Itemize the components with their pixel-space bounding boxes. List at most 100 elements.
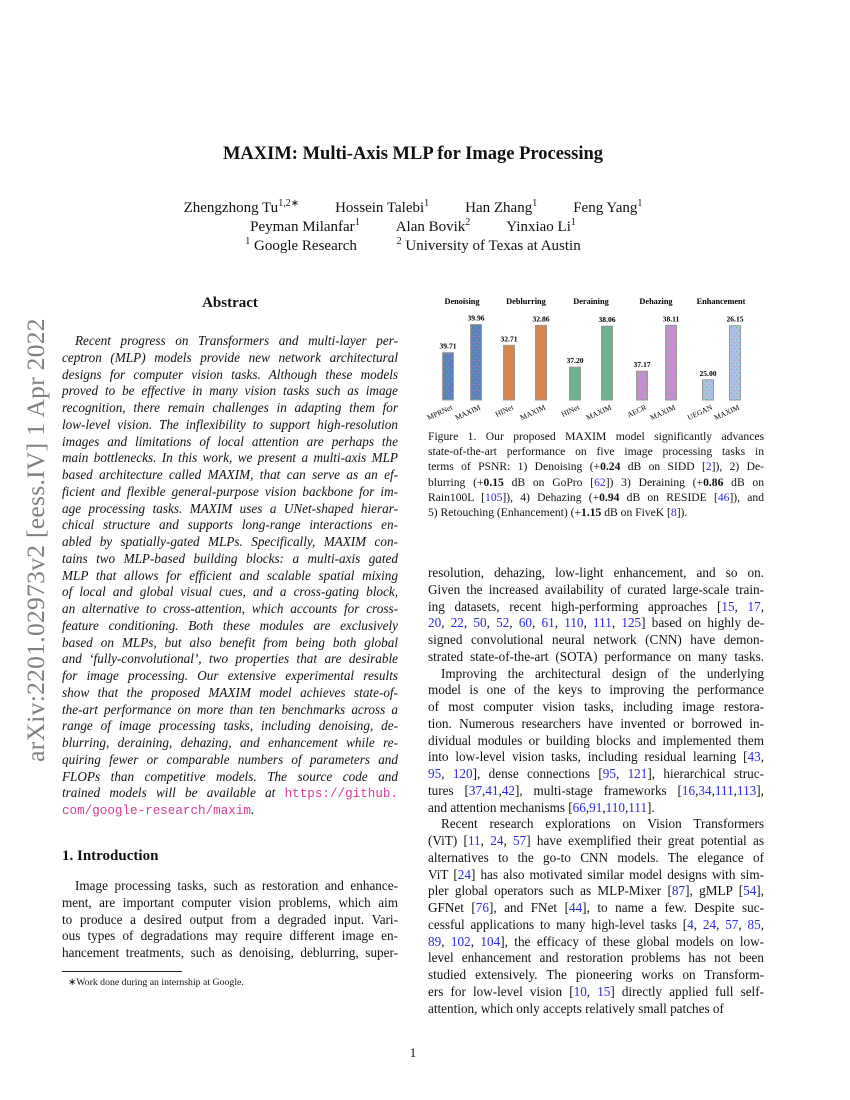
citation-link[interactable]: 91 <box>589 799 603 815</box>
bar-pattern <box>442 352 454 400</box>
citation-link[interactable]: 42 <box>501 782 516 798</box>
citation-link[interactable]: 62 <box>594 475 606 489</box>
author: Yinxiao Li1 <box>506 217 576 236</box>
panel-title: Denoising <box>444 297 480 306</box>
code-url-link[interactable]: com/google-research/maxim <box>62 804 251 818</box>
citation-link[interactable]: 17 <box>747 598 761 614</box>
body-line: studied extensively. The pioneering work… <box>428 967 764 982</box>
bar-value-label: 39.71 <box>439 342 456 351</box>
citation-link[interactable]: 120 <box>452 766 473 781</box>
abstract-line: com/google-research/maxim. <box>62 802 398 819</box>
citation-link[interactable]: 15 <box>721 598 735 614</box>
citation-link[interactable]: 111 <box>714 782 734 798</box>
citation-link[interactable]: 57 <box>513 833 527 848</box>
author-row: Zhengzhong Tu1,2∗ Hossein Talebi1 Han Zhan… <box>0 198 826 217</box>
author-affiliation-marker: 1 <box>570 217 576 228</box>
citation-link[interactable]: 66 <box>572 799 586 815</box>
citation-link[interactable]: 111 <box>628 799 648 815</box>
author: Peyman Milanfar1 <box>250 218 360 236</box>
affiliation-marker: 1 <box>245 236 251 247</box>
citation-link[interactable]: 10 <box>573 983 587 999</box>
author-affiliation-marker: 1 <box>424 198 430 209</box>
introduction-line: ous types of degradations may require di… <box>62 928 398 944</box>
bar-pattern <box>636 371 648 400</box>
citation-link[interactable]: 104 <box>480 933 501 949</box>
citation-link[interactable]: 8 <box>670 505 677 519</box>
citation-link[interactable]: 15 <box>597 983 611 999</box>
citation-link[interactable]: 52 <box>496 615 510 631</box>
affiliation-name: University of Texas at Austin <box>405 238 581 254</box>
bar <box>569 366 581 401</box>
citation-link[interactable]: 50 <box>473 615 487 631</box>
bar <box>601 325 613 401</box>
affiliation: 2 University of Texas at Austin <box>397 237 581 255</box>
body-line: strated state-of-the-art (SOTA) performa… <box>428 648 764 664</box>
tick-label: AECR <box>626 402 649 419</box>
citation-link[interactable]: 105 <box>485 490 503 504</box>
abstract-line: proved to be effective in many vision ta… <box>62 383 398 399</box>
citation-link[interactable]: 110 <box>605 799 625 815</box>
abstract-line: an alternative to cross-attention, which… <box>62 601 398 616</box>
panel-title: Enhancement <box>697 297 746 306</box>
citation-link[interactable]: 34 <box>698 782 712 798</box>
body-line: Given the increased availability of cura… <box>428 581 764 597</box>
abstract-line: for image processing. Our extensive expe… <box>62 668 398 683</box>
citation-link[interactable]: 16 <box>681 782 696 798</box>
tick-label: MAXIM <box>519 403 547 420</box>
citation-link[interactable]: 87 <box>671 883 686 899</box>
citation-link[interactable]: 2 <box>705 460 712 474</box>
citation-link[interactable]: 11 <box>467 833 481 848</box>
body-line: 95, 120], dense connections [95, 121], h… <box>428 766 764 781</box>
gain-value: 0.15 <box>483 475 504 489</box>
author: Zhengzhong Tu1,2∗ <box>184 199 299 217</box>
caption-line: terms of PSNR: 1) Denoising (+0.24 dB on… <box>428 460 764 474</box>
introduction-line: hancement treatments, such as denoising,… <box>62 945 398 960</box>
citation-link[interactable]: 44 <box>568 900 583 915</box>
citation-link[interactable]: 20 <box>428 615 442 631</box>
citation-link[interactable]: 24 <box>490 833 504 848</box>
citation-link[interactable]: 43 <box>747 749 761 765</box>
bar-pattern <box>665 325 677 400</box>
introduction-body: Image processing tasks, such as restorat… <box>62 878 398 962</box>
body-line: of most computer vision tasks, including… <box>428 699 764 714</box>
body-line: ers for low-level vision [10, 15] direct… <box>428 983 765 999</box>
citation-link[interactable]: 24 <box>702 916 717 932</box>
citation-link[interactable]: 4 <box>687 916 694 932</box>
gain-value: 0.86 <box>703 475 724 489</box>
citation-link[interactable]: 111 <box>593 615 612 631</box>
abstract-line: ceptron (MLP) models provide new network… <box>62 349 398 365</box>
citation-link[interactable]: 37 <box>468 782 483 798</box>
abstract-line: MLP that allows for efficient and scalab… <box>62 567 398 583</box>
citation-link[interactable]: 61 <box>541 615 555 631</box>
citation-link[interactable]: 95 <box>602 766 616 781</box>
abstract-line: feature conditioning. Both these modules… <box>62 617 398 633</box>
citation-link[interactable]: 24 <box>457 866 471 882</box>
citation-link[interactable]: 76 <box>475 900 489 915</box>
citation-link[interactable]: 46 <box>717 490 730 504</box>
author: Han Zhang1 <box>465 199 537 217</box>
code-url-link[interactable]: https://github. <box>284 787 398 802</box>
arxiv-stamp: arXiv:2201.02973v2 [eess.IV] 1 Apr 2022 <box>21 318 50 762</box>
introduction-line: to produce a desired output from a degra… <box>62 911 398 927</box>
citation-link[interactable]: 41 <box>485 782 499 798</box>
citation-link[interactable]: 95 <box>428 766 442 781</box>
bar-value-label: 38.06 <box>598 315 615 324</box>
abstract-line: Recent progress on Transformers and mult… <box>75 333 398 348</box>
body-line: Improving the architectural design of th… <box>441 665 764 681</box>
citation-link[interactable]: 57 <box>725 916 739 932</box>
citation-link[interactable]: 22 <box>450 615 464 631</box>
citation-link[interactable]: 102 <box>450 933 471 949</box>
citation-link[interactable]: 85 <box>747 916 761 932</box>
citation-link[interactable]: 121 <box>627 766 648 781</box>
citation-link[interactable]: 125 <box>621 615 642 631</box>
author: Feng Yang1 <box>573 199 642 217</box>
citation-link[interactable]: 54 <box>743 883 757 899</box>
bar-pattern <box>470 324 482 400</box>
body-line: pler global operators such as MLP-Mixer … <box>428 883 764 899</box>
citation-link[interactable]: 110 <box>564 615 584 631</box>
citation-link[interactable]: 89 <box>428 933 442 949</box>
abstract-line: FLOPs than competitive models. The sourc… <box>62 768 398 784</box>
citation-link[interactable]: 60 <box>518 615 532 631</box>
abstract-line: designs for computer vision tasks. Altho… <box>62 366 398 382</box>
citation-link[interactable]: 113 <box>736 782 757 798</box>
